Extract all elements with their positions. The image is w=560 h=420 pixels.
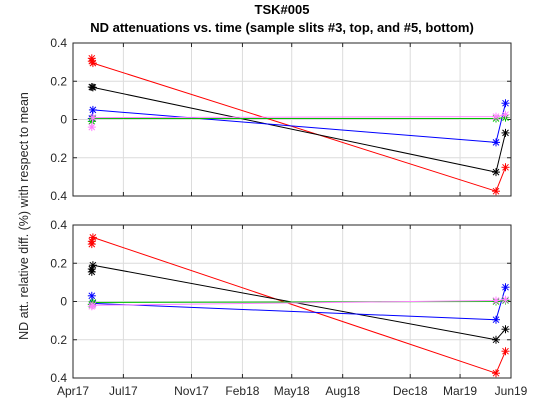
- data-point-marker: [88, 59, 97, 68]
- series-line-2: [91, 287, 506, 321]
- data-point-marker: [88, 233, 97, 242]
- data-point-marker: [492, 335, 500, 344]
- data-point-marker: [88, 105, 97, 114]
- x-tick-label: Nov17: [174, 384, 209, 398]
- top-plot-panel: 0.4 0.2 0 0.2 0.4: [50, 36, 512, 203]
- y-tick-label: 0.4: [50, 189, 67, 203]
- data-point-marker: [501, 347, 510, 356]
- data-point-marker: [492, 296, 500, 305]
- x-tick-label: Dec18: [393, 384, 428, 398]
- data-point-marker: [87, 291, 96, 300]
- y-tick-label: 0.2: [50, 256, 67, 270]
- data-point-marker: [87, 123, 96, 132]
- x-tick-label: Jun19: [495, 384, 528, 398]
- y-tick-label: 0.2: [50, 74, 67, 88]
- series-line-4: [91, 114, 506, 128]
- x-tick-label: Mar19: [443, 384, 477, 398]
- data-point-marker: [88, 83, 97, 92]
- data-point-marker: [492, 168, 500, 177]
- y-tick-label: 0: [60, 113, 67, 127]
- data-point-marker: [501, 163, 510, 172]
- data-point-marker: [492, 315, 500, 324]
- data-point-marker: [501, 99, 510, 108]
- data-point-marker: [88, 113, 97, 122]
- series-line-2: [91, 103, 506, 143]
- y-tick-label: 0.2: [50, 151, 67, 165]
- data-point-marker: [501, 283, 510, 292]
- y-tick-label: 0.2: [50, 333, 67, 347]
- data-point-marker: [501, 325, 510, 334]
- y-tick-label: 0: [60, 295, 67, 309]
- y-tick-label: 0.4: [50, 371, 67, 385]
- data-point-marker: [88, 261, 97, 270]
- x-tick-label: Aug18: [325, 384, 360, 398]
- x-tick-label: May18: [274, 384, 310, 398]
- data-point-marker: [492, 369, 500, 378]
- data-point-marker: [492, 187, 500, 196]
- x-tick-label: Jul17: [109, 384, 138, 398]
- data-point-marker: [88, 301, 97, 310]
- bottom-plot-panel: Apr17 Jul17 Nov17 Feb18 May18 Aug18 Dec18 Mar19…: [50, 218, 527, 398]
- y-tick-label: 0.4: [50, 36, 67, 50]
- x-tick-label: Apr17: [57, 384, 89, 398]
- x-tick-label: Feb18: [225, 384, 259, 398]
- y-axis-label: ND att. relative diff. (%) with respect …: [17, 92, 31, 340]
- data-point-marker: [492, 112, 500, 121]
- data-point-marker: [501, 110, 510, 119]
- chart-title-line2: ND attenuations vs. time (sample slits #…: [90, 20, 474, 35]
- data-point-marker: [501, 128, 510, 137]
- chart-title-line1: TSK#005: [255, 2, 310, 17]
- y-tick-label: 0.4: [50, 218, 67, 232]
- data-point-marker: [501, 295, 510, 304]
- data-point-marker: [492, 138, 500, 147]
